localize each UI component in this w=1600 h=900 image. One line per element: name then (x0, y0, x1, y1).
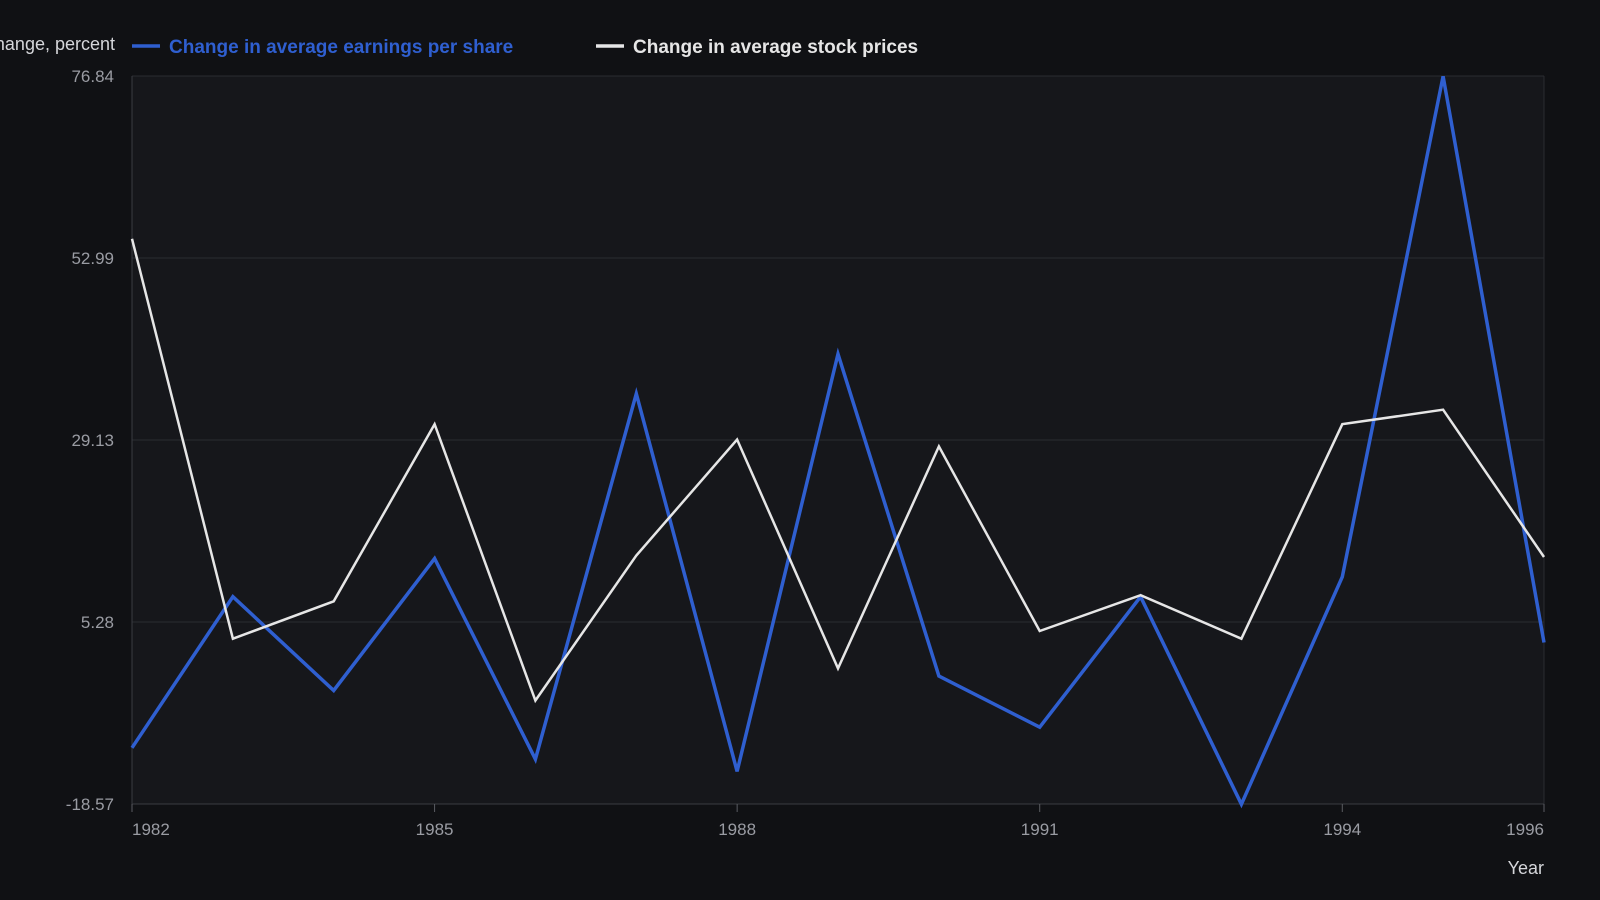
y-tick-label: 52.99 (71, 249, 114, 268)
legend-label: Change in average earnings per share (169, 37, 513, 58)
y-tick-label: 5.28 (81, 613, 114, 632)
x-tick-label: 1988 (718, 820, 756, 839)
x-tick-label: 1982 (132, 820, 170, 839)
y-tick-label: -18.57 (66, 795, 114, 814)
y-tick-label: 29.13 (71, 431, 114, 450)
x-axis-title: Year (1508, 858, 1544, 878)
y-axis-title: Change, percent (0, 34, 115, 54)
axis-layer: -18.57 5.28 29.13 52.99 76.84 1982 1985 1988 199… (66, 67, 1545, 839)
series-layer (130, 75, 1546, 809)
x-tick-label: 1994 (1323, 820, 1361, 839)
legend-label: Change in average stock prices (633, 37, 918, 58)
x-tick-label: 1996 (1506, 820, 1544, 839)
y-tick-label: 76.84 (71, 67, 114, 86)
x-tick-label: 1991 (1021, 820, 1059, 839)
series-line-earnings-per-share (130, 75, 1546, 809)
x-tick-label: 1985 (416, 820, 454, 839)
legend: Change in average earnings per share Chan… (132, 37, 918, 58)
grid-layer (132, 75, 1545, 805)
series-line-stock-prices (130, 238, 1546, 704)
